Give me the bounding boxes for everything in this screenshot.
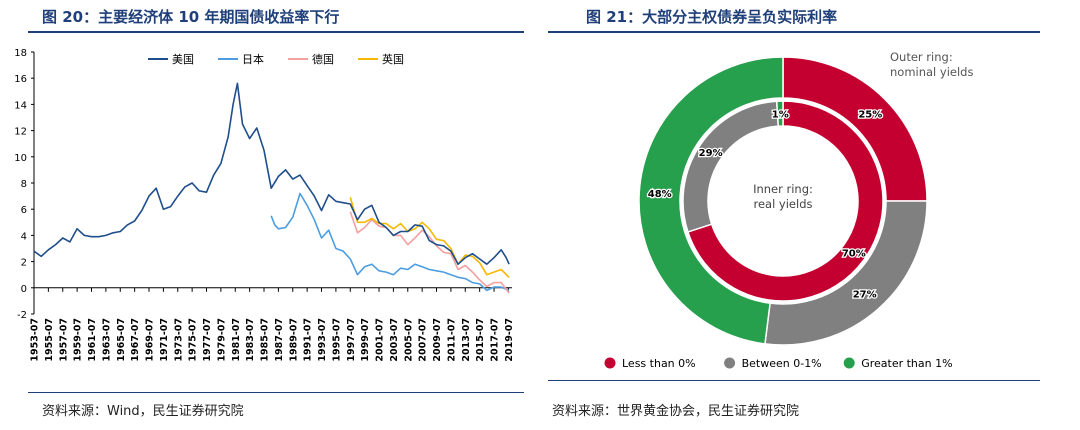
x-tick-label: 1957-07: [58, 318, 69, 362]
inner-ring-slice-1: [686, 100, 884, 302]
x-tick-label: 1977-07: [202, 318, 213, 362]
outer-ring-slice-3: [638, 56, 784, 345]
outer-ring-data-label-1: 25%: [858, 110, 882, 121]
x-tick-label: 1979-07: [216, 318, 227, 362]
x-tick-label: 1959-07: [73, 318, 84, 362]
legend-marker-1: [604, 357, 616, 369]
y-tick-label: 2: [21, 258, 27, 269]
legend-label-1: 美国: [172, 53, 194, 66]
chart-legend: Less than 0% Between 0-1% Greater than 1%: [604, 357, 953, 370]
x-tick-label: 1971-07: [159, 318, 170, 362]
x-tick-label: 2019-07: [504, 318, 515, 362]
outer-ring-annotation: nominal yields: [890, 65, 973, 79]
x-tick-label: 1969-07: [145, 318, 156, 362]
right-panel: 图 21：大部分主权债券呈负实际利率 25% 27% 48% 70% 29% 1% Inne…: [548, 0, 1080, 430]
x-tick-label: 2013-07: [461, 318, 472, 362]
right-title-rule: [548, 31, 1040, 33]
right-figure-title: 图 21：大部分主权债券呈负实际利率: [586, 8, 838, 26]
left-panel: 图 20：主要经济体 10 年期国债收益率下行 -2 0 2 4 6 8 10 12 14 16 1…: [0, 0, 530, 430]
legend-label-4: 英国: [382, 52, 404, 66]
series-line-3: [349, 211, 510, 294]
x-tick-label: 1975-07: [188, 318, 199, 362]
legend-label-1: Less than 0%: [622, 357, 696, 370]
outer-ring-annotation: Outer ring:: [890, 50, 953, 64]
x-tick-label: 2011-07: [446, 318, 457, 362]
right-source-note: 资料来源：世界黄金协会，民生证券研究院: [552, 404, 800, 419]
x-tick-label: 1965-07: [116, 318, 127, 362]
inner-ring-annotation: Inner ring:: [753, 182, 813, 196]
left-figure-title: 图 20：主要经济体 10 年期国债收益率下行: [42, 8, 340, 26]
y-tick-label: 0: [21, 284, 27, 295]
left-source-note: 资料来源：Wind，民生证券研究院: [42, 404, 244, 419]
x-tick-label: 1999-07: [360, 318, 371, 362]
x-tick-label: 1981-07: [231, 318, 242, 362]
series-line-4: [349, 197, 510, 278]
x-tick-label: 1983-07: [245, 318, 256, 362]
legend-label-3: Greater than 1%: [861, 357, 952, 370]
x-tick-label: 1963-07: [101, 318, 112, 362]
legend-marker-2: [724, 357, 736, 369]
donut-chart: 25% 27% 48% 70% 29% 1% Inner ring:real yields O…: [604, 50, 973, 370]
y-tick-label: 18: [14, 48, 27, 59]
y-tick-label: 8: [21, 179, 27, 190]
x-tick-label: 2001-07: [375, 318, 386, 362]
inner-ring-data-label-1: 70%: [842, 248, 866, 259]
left-source-rule: [28, 392, 524, 393]
x-tick-label: 2009-07: [432, 318, 443, 362]
legend-label-2: 日本: [242, 52, 264, 66]
x-tick-label: 1973-07: [173, 318, 184, 362]
x-tick-label: 2007-07: [418, 318, 429, 362]
right-source-rule: [548, 380, 1040, 381]
legend-label-3: 德国: [312, 52, 334, 66]
left-title-rule: [28, 31, 524, 33]
y-tick-label: 6: [21, 205, 27, 216]
x-tick-label: 1955-07: [44, 318, 55, 362]
x-tick-label: 1991-07: [303, 318, 314, 362]
x-tick-label: 2017-07: [490, 318, 501, 362]
x-tick-label: 2015-07: [475, 318, 486, 362]
y-tick-label: 10: [14, 153, 27, 164]
x-tick-label: 1953-07: [30, 318, 41, 362]
inner-ring-data-label-2: 29%: [699, 148, 723, 159]
x-tick-label: 2003-07: [389, 318, 400, 362]
outer-ring-data-label-3: 48%: [648, 189, 672, 200]
series-line-2: [270, 192, 510, 292]
x-tick-label: 1995-07: [331, 318, 342, 362]
y-tick-label: 14: [14, 100, 27, 111]
x-tick-label: 1997-07: [346, 318, 357, 362]
outer-ring-data-label-2: 27%: [853, 290, 877, 301]
x-tick-label: 1985-07: [260, 318, 271, 362]
x-tick-label: 1961-07: [87, 318, 98, 362]
x-tick-label: 1967-07: [130, 318, 141, 362]
x-tick-label: 1993-07: [317, 318, 328, 362]
chart-legend: 美国 日本 德国 英国: [148, 52, 404, 66]
legend-marker-3: [843, 357, 855, 369]
x-tick-label: 1989-07: [288, 318, 299, 362]
inner-ring-data-label-3: 1%: [772, 110, 789, 121]
line-chart: -2 0 2 4 6 8 10 12 14 16 18 1953-07 1955-07 1957-07 19…: [14, 48, 515, 362]
y-tick-label: 12: [14, 127, 27, 138]
x-tick-label: 2005-07: [403, 318, 414, 362]
y-tick-label: -2: [17, 310, 27, 321]
series-line-1: [33, 82, 510, 265]
y-tick-label: 4: [21, 231, 27, 242]
inner-ring-slice-3: [775, 100, 784, 127]
y-tick-label: 16: [14, 74, 27, 85]
x-tick-label: 1987-07: [274, 318, 285, 362]
inner-ring-annotation: real yields: [753, 197, 812, 211]
legend-label-2: Between 0-1%: [742, 357, 822, 370]
